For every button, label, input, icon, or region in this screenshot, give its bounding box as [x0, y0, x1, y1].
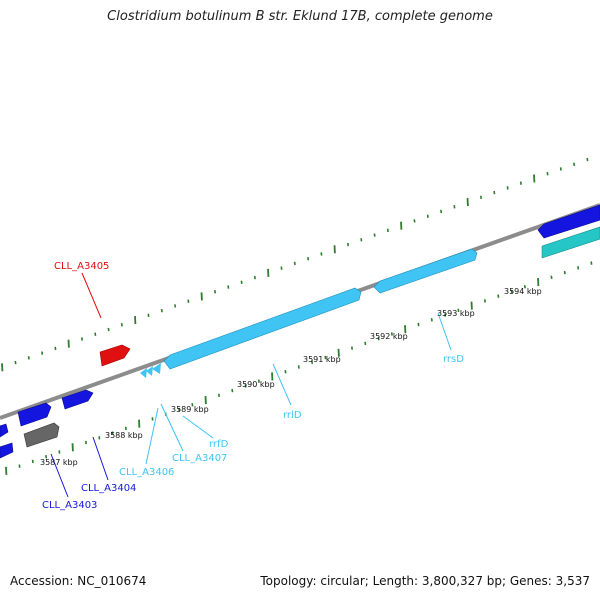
- label-cll-a3406: CLL_A3406: [119, 467, 174, 478]
- label-cll-a3403: CLL_A3403: [42, 500, 97, 511]
- kbp-label: 3588 kbp: [105, 431, 143, 440]
- map-title: Clostridium botulinum B str. Eklund 17B,…: [107, 9, 493, 24]
- leader-rrsd: [437, 312, 452, 351]
- leader-cll-a3406: [145, 407, 159, 465]
- gene-cll-a3407[interactable]: [146, 366, 153, 376]
- label-cll-a3407: CLL_A3407: [172, 453, 227, 464]
- kbp-label: 3592 kbp: [370, 332, 408, 341]
- gene-rrfd[interactable]: [152, 363, 161, 374]
- gene-cll-a3405[interactable]: [99, 344, 131, 367]
- kbp-label: 3594 kbp: [504, 287, 542, 296]
- gene-pseudo-gray[interactable]: [23, 422, 60, 448]
- kbp-label: 3590 kbp: [237, 380, 275, 389]
- kbp-label: 3589 kbp: [171, 405, 209, 414]
- label-rrfd: rrfD: [209, 439, 229, 450]
- gene-cll-a3404[interactable]: [61, 389, 94, 410]
- label-rrld: rrlD: [283, 410, 302, 421]
- leader-rrfd: [182, 415, 214, 439]
- gene-left-edge-lower[interactable]: [0, 442, 14, 459]
- gene-rrsd[interactable]: [373, 248, 478, 294]
- gene-cll-a3406[interactable]: [140, 368, 147, 378]
- gene-left-edge-upper[interactable]: [0, 423, 9, 438]
- accession-text: Accession: NC_010674: [10, 574, 147, 588]
- kbp-label: 3587 kbp: [40, 458, 78, 467]
- leader-cll-a3404: [92, 436, 109, 481]
- kbp-label: 3593 kbp: [437, 309, 475, 318]
- genome-summary-text: Topology: circular; Length: 3,800,327 bp…: [260, 574, 590, 588]
- gene-right-edge-upper[interactable]: [537, 204, 600, 239]
- leader-cll-a3407: [160, 403, 184, 452]
- leader-rrld: [272, 363, 292, 406]
- label-cll-a3405: CLL_A3405: [54, 261, 109, 272]
- gene-rrld[interactable]: [163, 287, 362, 370]
- leader-cll-a3403: [50, 453, 69, 498]
- gene-right-edge-teal[interactable]: [541, 226, 600, 259]
- outer-tick-track: [1, 157, 589, 372]
- leader-cll-a3405: [81, 272, 102, 319]
- kbp-label: 3591 kbp: [303, 355, 341, 364]
- gene-cll-a3403[interactable]: [17, 402, 52, 427]
- label-rrsd: rrsD: [443, 354, 464, 365]
- label-cll-a3404: CLL_A3404: [81, 483, 136, 494]
